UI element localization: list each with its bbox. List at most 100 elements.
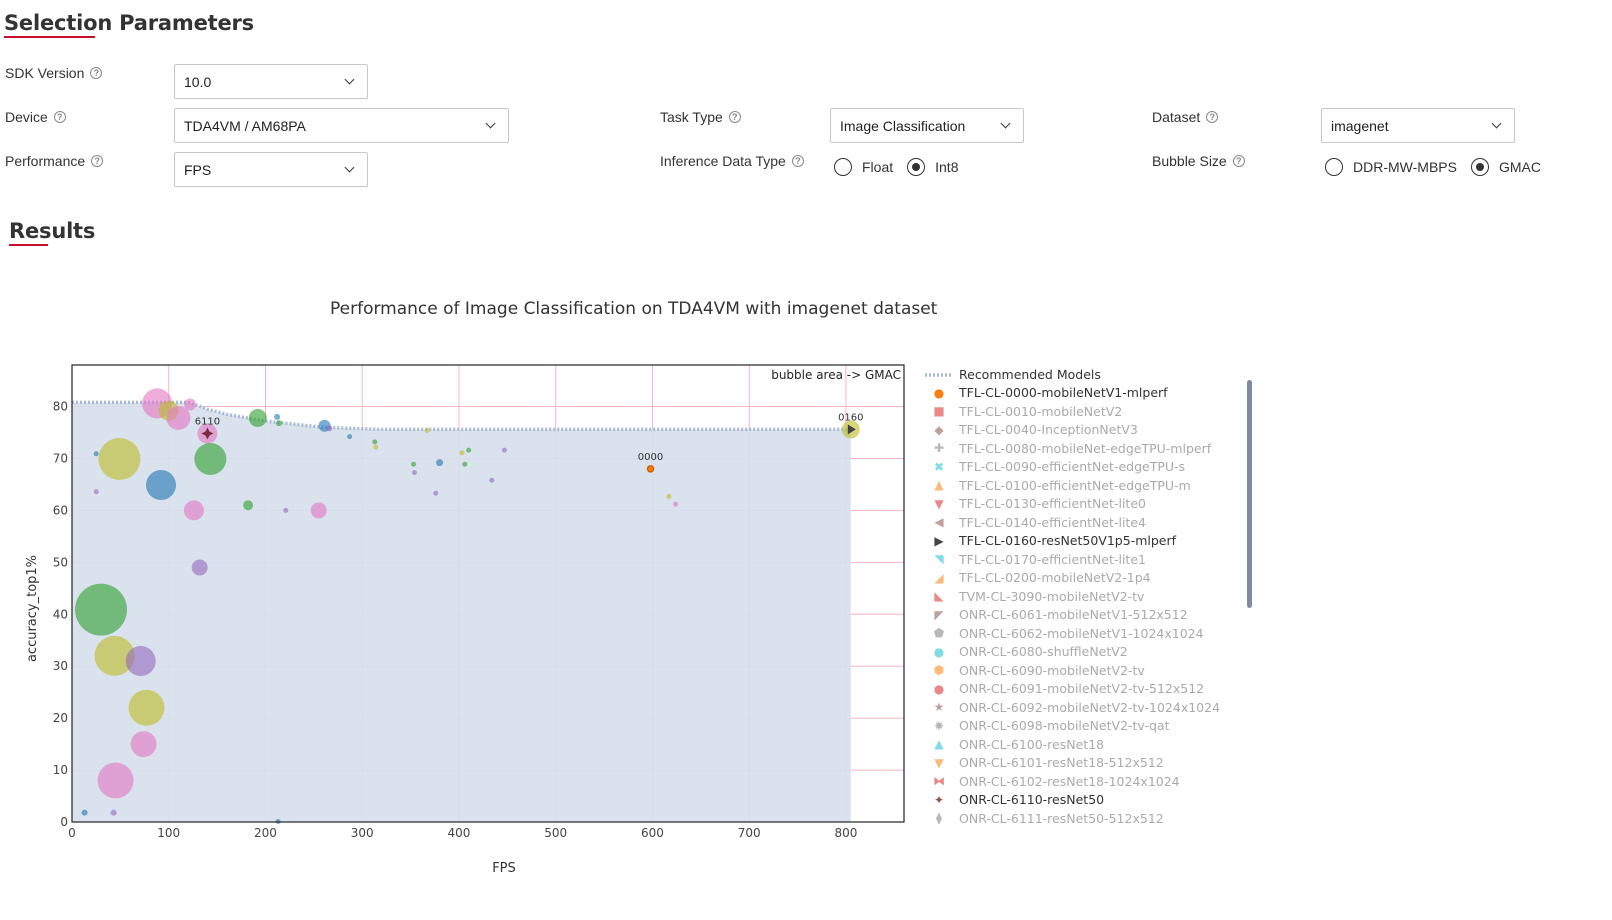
legend-marker-icon: ▶ [934, 533, 944, 548]
data-bubble [274, 413, 281, 420]
data-bubble [194, 442, 227, 475]
results-title: Results [9, 219, 96, 243]
y-tick-label: 70 [53, 451, 68, 465]
point-label: 6110 [195, 417, 220, 428]
performance-label: Performance ? [5, 153, 104, 169]
chevron-down-icon [485, 118, 496, 129]
legend-marker-icon: ◢ [934, 570, 944, 585]
legend-item-label: ONR-CL-6080-shuffleNetV2 [959, 644, 1128, 660]
int8-radio-label[interactable]: Int8 [935, 159, 959, 175]
legend-item-label: TFL-CL-0090-efficientNet-edgeTPU-s [959, 459, 1186, 475]
legend-item[interactable]: ■ TFL-CL-0010-mobileNetV2 [925, 402, 1255, 421]
legend-item[interactable]: ✸ ONR-CL-6098-mobileNetV2-tv-qat [925, 717, 1255, 736]
legend-item[interactable]: ✦ ONR-CL-6110-resNet50 [925, 791, 1255, 810]
legend-item[interactable]: ⬟ ONR-CL-6062-mobileNetV1-1024x1024 [925, 624, 1255, 643]
legend-marker-icon: ▲ [934, 478, 944, 493]
help-icon[interactable]: ? [1232, 155, 1245, 167]
legend-item[interactable]: ✚ TFL-CL-0080-mobileNet-edgeTPU-mlperf [925, 439, 1255, 458]
legend-item[interactable]: ▲ TFL-CL-0100-efficientNet-edgeTPU-m [925, 476, 1255, 495]
help-icon[interactable]: ? [53, 111, 66, 123]
device-select[interactable]: TDA4VM / AM68PA [174, 108, 509, 143]
legend-marker-icon: ● [933, 681, 945, 696]
legend-item[interactable]: ★ ONR-CL-6092-mobileNetV2-tv-1024x1024 [925, 698, 1255, 717]
data-bubble [462, 461, 468, 467]
legend-item[interactable]: ⧫ ONR-CL-6111-resNet50-512x512 [925, 809, 1255, 825]
legend-item[interactable]: ◢ TFL-CL-0200-mobileNetV2-1p4 [925, 569, 1255, 588]
legend-item[interactable]: Recommended Models [925, 365, 1255, 384]
dataset-value: imagenet [1331, 117, 1389, 134]
legend-item[interactable]: ▼ TFL-CL-0130-efficientNet-lite0 [925, 495, 1255, 514]
legend-item[interactable]: ⬢ ONR-CL-6090-mobileNetV2-tv [925, 661, 1255, 680]
data-bubble [110, 809, 117, 816]
legend-item-label: ONR-CL-6091-mobileNetV2-tv-512x512 [959, 681, 1205, 697]
legend-item[interactable]: ◣ TVM-CL-3090-mobileNetV2-tv [925, 587, 1255, 606]
y-tick-label: 40 [53, 607, 68, 621]
selection-parameters-title: Selection Parameters [4, 11, 254, 35]
task-type-value: Image Classification [840, 117, 966, 134]
data-bubble [93, 451, 99, 457]
chart-legend: Recommended Models ● TFL-CL-0000-mobileNet… [925, 365, 1255, 825]
legend-marker-icon: ✚ [933, 441, 945, 456]
bubble-chart: 6110 0000 0160 0 100 200 300 400 500 600 700 800 0 10… [25, 364, 905, 876]
ddr-mw-mbps-radio[interactable] [1325, 158, 1343, 176]
inference-data-type-label: Inference Data Type ? [660, 153, 804, 169]
device-label: Device ? [5, 109, 66, 125]
chevron-down-icon [344, 162, 355, 173]
legend-marker-icon: ★ [933, 700, 945, 715]
data-bubble [184, 398, 197, 411]
task-type-select[interactable]: Image Classification [830, 108, 1024, 143]
dataset-select[interactable]: imagenet [1321, 108, 1515, 143]
legend-item[interactable]: ⧓ ONR-CL-6102-resNet18-1024x1024 [925, 772, 1255, 791]
legend-item[interactable]: ▶ TFL-CL-0160-resNet50V1p5-mlperf [925, 532, 1255, 551]
legend-item[interactable]: ● ONR-CL-6080-shuffleNetV2 [925, 643, 1255, 662]
x-tick-label: 300 [351, 826, 374, 840]
ddr-mw-mbps-radio-label[interactable]: DDR-MW-MBPS [1353, 159, 1457, 175]
legend-item[interactable]: ▼ ONR-CL-6101-resNet18-512x512 [925, 754, 1255, 773]
plot-frame [71, 364, 905, 823]
bubble-size-radios: DDR-MW-MBPS GMAC [1325, 158, 1555, 176]
legend-item[interactable]: ▲ ONR-CL-6100-resNet18 [925, 735, 1255, 754]
data-bubble [98, 437, 141, 480]
gmac-radio[interactable] [1470, 158, 1489, 176]
performance-select[interactable]: FPS [174, 152, 368, 187]
legend-item[interactable]: ◀ TFL-CL-0140-efficientNet-lite4 [925, 513, 1255, 532]
legend-marker-icon: ◀ [934, 515, 944, 530]
legend-item[interactable]: ✖ TFL-CL-0090-efficientNet-edgeTPU-s [925, 458, 1255, 477]
help-icon[interactable]: ? [91, 155, 104, 167]
resnet50-star-marker [201, 427, 214, 440]
legend-item[interactable]: ◤ ONR-CL-6061-mobileNetV1-512x512 [925, 606, 1255, 625]
dotted-line-icon [925, 367, 953, 381]
help-icon[interactable]: ? [1206, 111, 1219, 123]
legend-item[interactable]: ● ONR-CL-6091-mobileNetV2-tv-512x512 [925, 680, 1255, 699]
data-bubble [424, 427, 430, 433]
legend-item[interactable]: ◥ TFL-CL-0170-efficientNet-lite1 [925, 550, 1255, 569]
float-radio-label[interactable]: Float [862, 159, 894, 175]
data-bubble [411, 469, 417, 475]
data-bubble [75, 583, 128, 636]
y-axis-title: accuracy_top1% [25, 555, 40, 662]
legend-item[interactable]: ● TFL-CL-0000-mobileNetV1-mlperf [925, 384, 1255, 403]
help-icon[interactable]: ? [728, 111, 741, 123]
help-icon[interactable]: ? [90, 67, 103, 79]
legend-item-label: ONR-CL-6100-resNet18 [959, 736, 1105, 752]
chevron-down-icon [1000, 118, 1011, 129]
legend-marker-icon: ◣ [934, 589, 944, 604]
legend-item-label: ONR-CL-6102-resNet18-1024x1024 [959, 773, 1180, 789]
gmac-radio-label[interactable]: GMAC [1498, 159, 1541, 175]
help-icon[interactable]: ? [791, 155, 804, 167]
float-radio[interactable] [834, 158, 852, 176]
legend-item-label: TFL-CL-0160-resNet50V1p5-mlperf [959, 533, 1177, 549]
int8-radio[interactable] [907, 158, 926, 176]
resnet50v1p5-marker [847, 424, 856, 435]
data-bubble [183, 500, 204, 521]
legend-item-label: ONR-CL-6061-mobileNetV1-512x512 [959, 607, 1188, 623]
legend-scrollbar[interactable] [1247, 380, 1252, 608]
data-bubble [81, 809, 88, 816]
data-bubble [326, 425, 333, 432]
legend-marker-icon: ● [933, 644, 945, 659]
legend-item[interactable]: ◆ TFL-CL-0040-InceptionNetV3 [925, 421, 1255, 440]
device-value: TDA4VM / AM68PA [184, 117, 306, 134]
sdk-version-select[interactable]: 10.0 [174, 64, 368, 99]
x-tick-label: 600 [641, 826, 664, 840]
legend-marker-icon: ◆ [934, 422, 944, 437]
